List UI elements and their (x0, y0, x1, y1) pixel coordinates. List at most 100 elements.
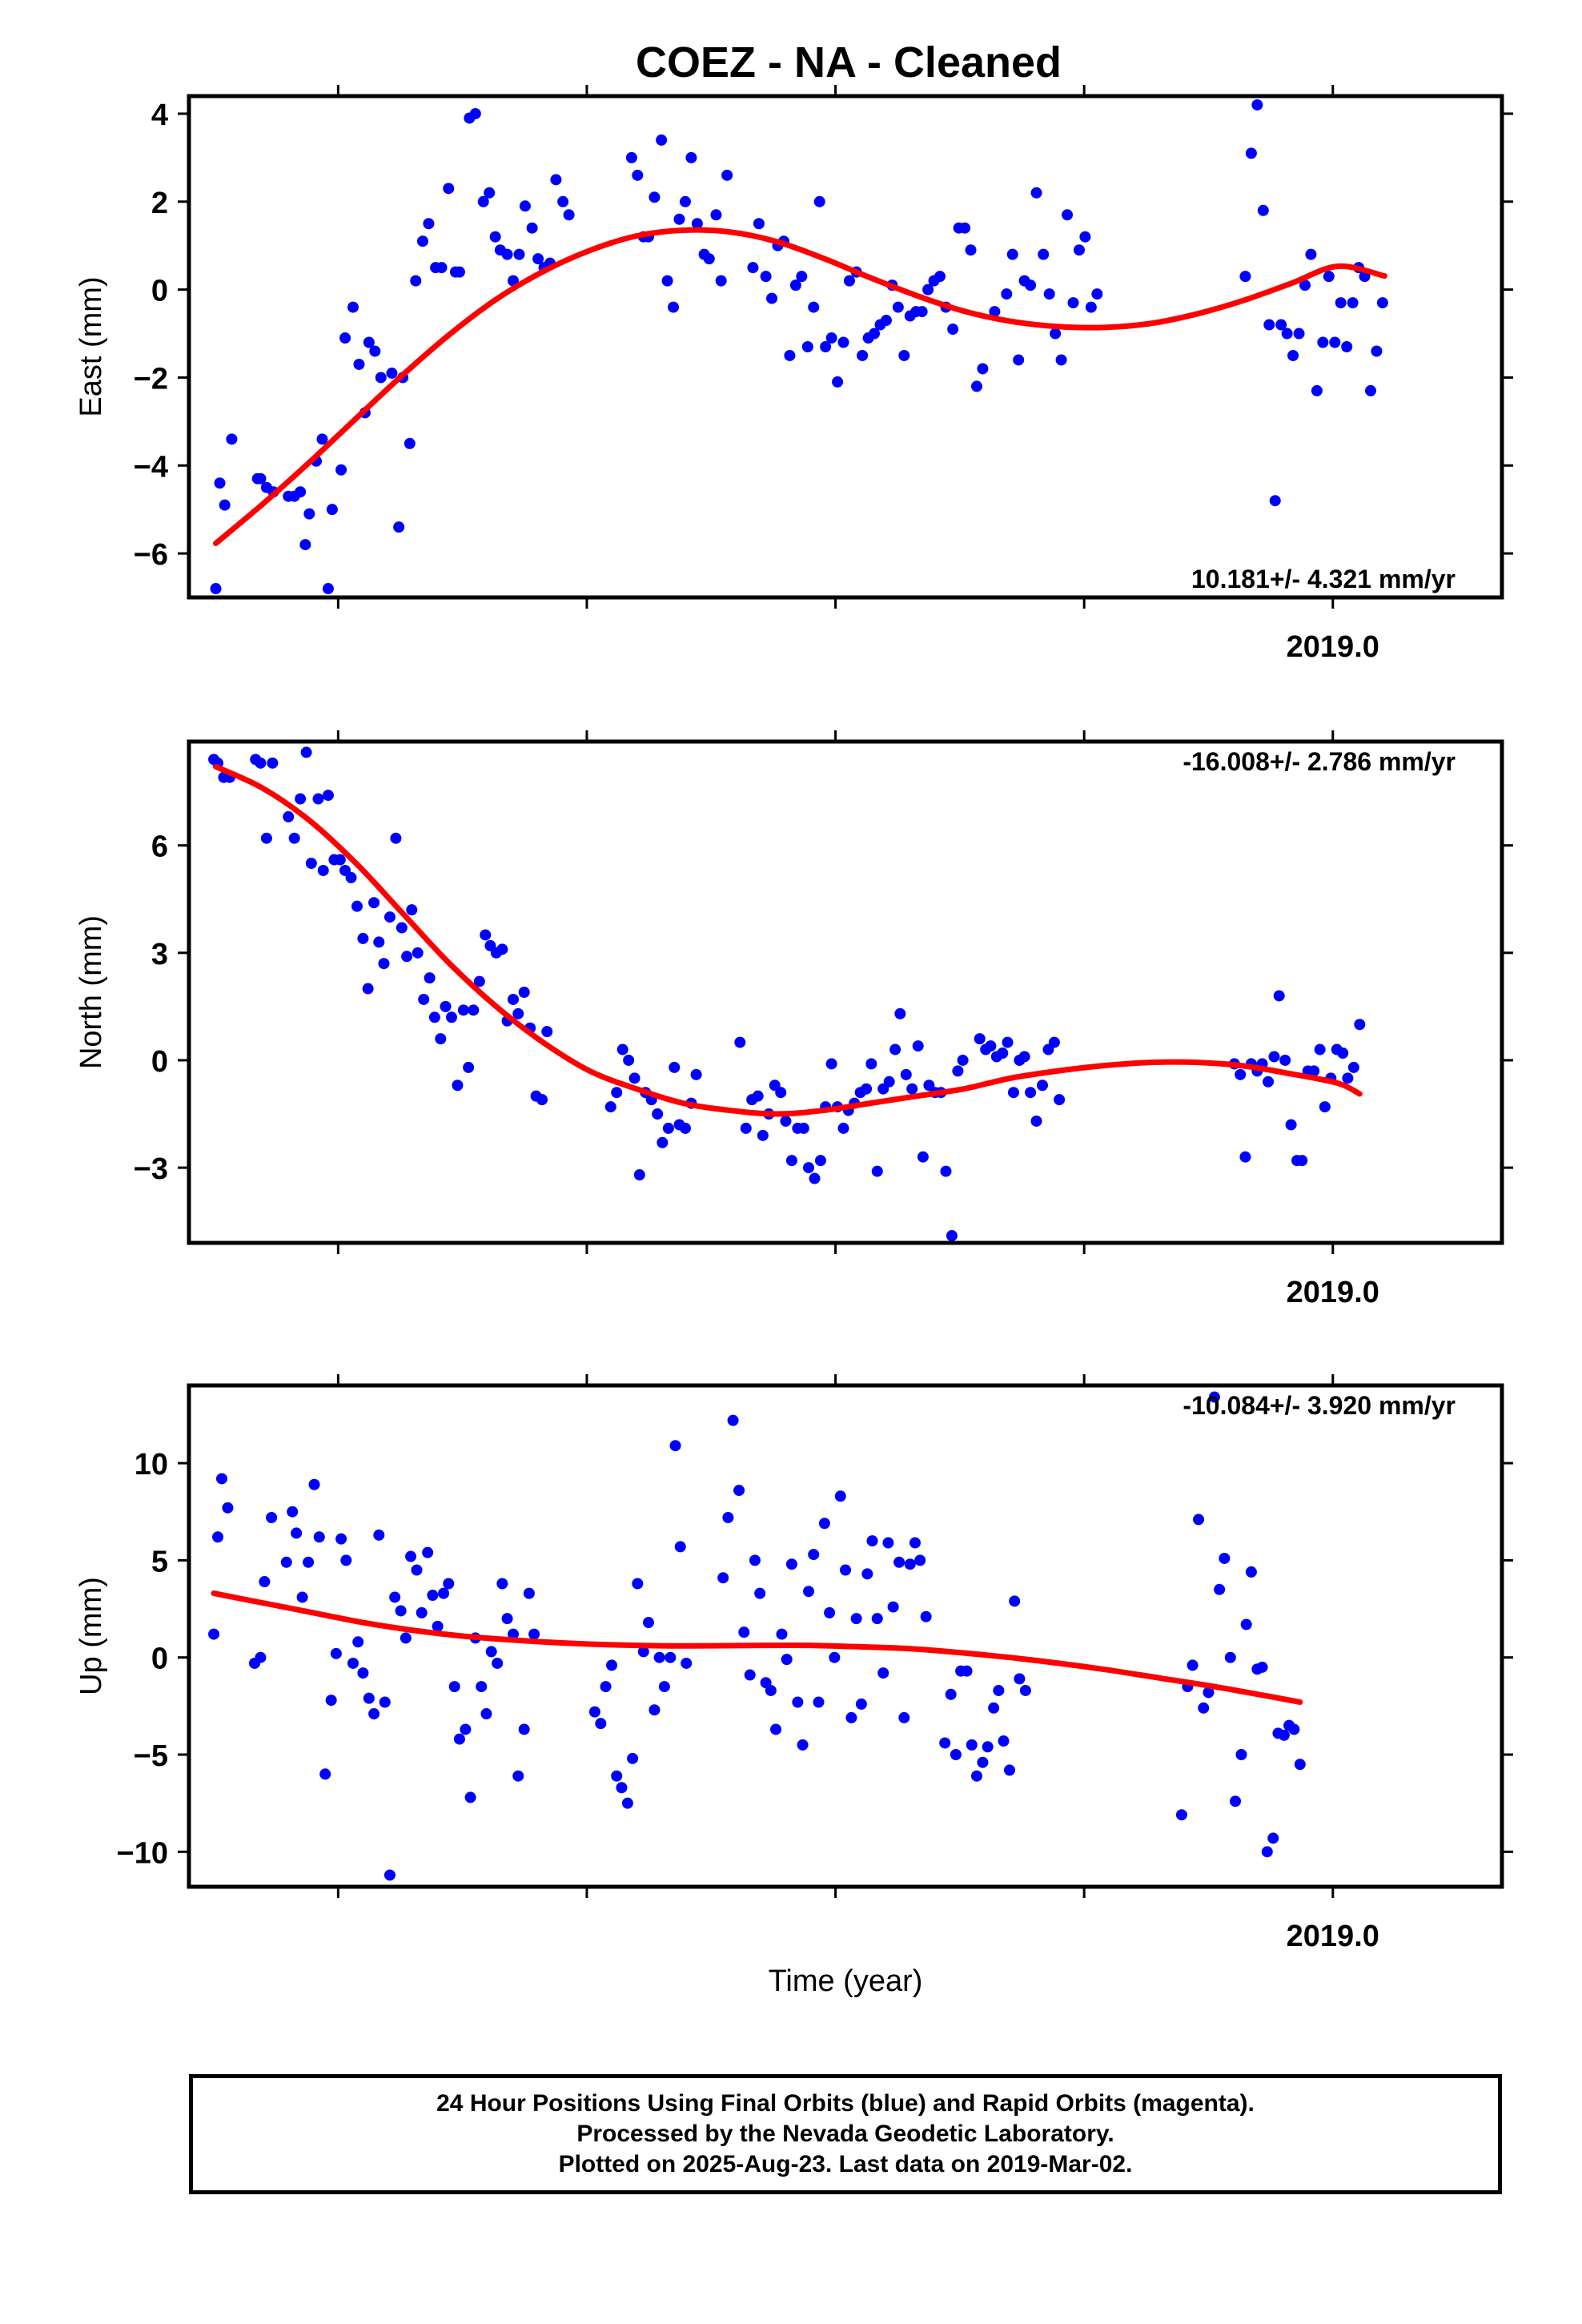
data-point (1006, 248, 1018, 260)
y-axis-label: Up (mm) (74, 1577, 108, 1695)
data-point (861, 1083, 873, 1095)
data-point (443, 1578, 455, 1590)
data-point (378, 958, 390, 970)
y-tick-label: −10 (117, 1836, 168, 1870)
data-point (1371, 345, 1383, 357)
data-point (920, 1610, 932, 1622)
data-point (1079, 231, 1091, 243)
data-point (305, 858, 317, 870)
data-point (416, 1606, 428, 1618)
data-point (611, 1087, 623, 1099)
data-point (946, 1230, 958, 1242)
data-point (357, 932, 369, 944)
data-point (222, 1502, 234, 1514)
data-point (898, 1711, 910, 1723)
data-point (1335, 297, 1347, 309)
data-point (813, 195, 825, 207)
data-point (939, 1737, 951, 1749)
data-point (727, 1414, 739, 1426)
data-point (832, 376, 844, 388)
data-point (814, 1155, 826, 1167)
data-point (219, 499, 231, 511)
data-point (988, 1702, 1000, 1714)
data-point (255, 757, 267, 769)
data-point (325, 1695, 337, 1707)
data-point (480, 1708, 492, 1720)
data-point (710, 209, 722, 221)
data-point (961, 1665, 973, 1677)
data-point (418, 993, 430, 1005)
x-tick-label: 2019.0 (1287, 1920, 1379, 1953)
data-point (485, 1646, 497, 1658)
data-point (1235, 1068, 1247, 1080)
data-point (850, 1613, 862, 1625)
y-tick-label: −3 (134, 1152, 168, 1186)
data-point (866, 1535, 878, 1547)
data-point (1062, 209, 1074, 221)
data-point (463, 1061, 475, 1073)
data-point (703, 253, 715, 265)
data-point (808, 301, 820, 313)
data-point (797, 1739, 809, 1751)
data-point (681, 1657, 693, 1669)
y-tick-label: 10 (135, 1448, 168, 1482)
data-point (721, 169, 733, 181)
data-point (347, 301, 359, 313)
data-point (611, 1770, 623, 1782)
data-point (765, 1684, 777, 1696)
data-point (861, 1568, 873, 1580)
data-point (347, 1657, 359, 1669)
data-point (656, 134, 668, 146)
data-point (1268, 1051, 1280, 1063)
data-point (501, 1613, 513, 1625)
data-point (464, 1791, 476, 1803)
data-point (632, 169, 644, 181)
plot-frame (187, 1383, 1504, 1889)
data-point (792, 1696, 804, 1708)
y-tick-label: 2 (151, 187, 168, 220)
data-point (691, 218, 703, 230)
data-point (1341, 341, 1353, 352)
data-point (658, 1681, 670, 1693)
y-tick-label: −2 (134, 362, 168, 396)
data-point (1224, 1651, 1236, 1663)
data-point (255, 472, 267, 485)
data-point (1025, 279, 1037, 292)
data-point (785, 1558, 797, 1570)
data-point (1263, 319, 1275, 331)
data-point (1030, 187, 1042, 199)
data-point (550, 174, 562, 186)
data-point (296, 1591, 308, 1603)
data-point (1347, 297, 1359, 309)
data-point (643, 1617, 654, 1629)
data-point (287, 1506, 299, 1518)
data-point (974, 1033, 986, 1045)
data-point (652, 1108, 664, 1120)
data-point (957, 1054, 969, 1066)
data-point (512, 1007, 524, 1019)
data-point (653, 1651, 665, 1663)
data-point (971, 380, 982, 392)
data-point (627, 1752, 639, 1764)
plot-frame (187, 739, 1504, 1245)
data-point (904, 1558, 916, 1570)
data-point (512, 1770, 524, 1782)
data-point (766, 292, 778, 304)
y-tick-label: −6 (134, 538, 168, 572)
y-tick-label: −4 (134, 450, 168, 484)
data-point (780, 1115, 792, 1127)
data-point (496, 943, 508, 955)
fit-curve (211, 1590, 1303, 1705)
data-point (410, 275, 422, 287)
data-point (855, 1698, 867, 1710)
data-point (829, 1651, 841, 1663)
data-point (734, 1036, 746, 1048)
data-point (1261, 1846, 1273, 1858)
data-point (825, 1058, 837, 1070)
data-point (606, 1659, 618, 1671)
data-point (715, 275, 727, 287)
data-point (326, 504, 338, 516)
data-point (541, 1026, 553, 1038)
data-point (1299, 279, 1311, 292)
data-point (1288, 1723, 1300, 1735)
